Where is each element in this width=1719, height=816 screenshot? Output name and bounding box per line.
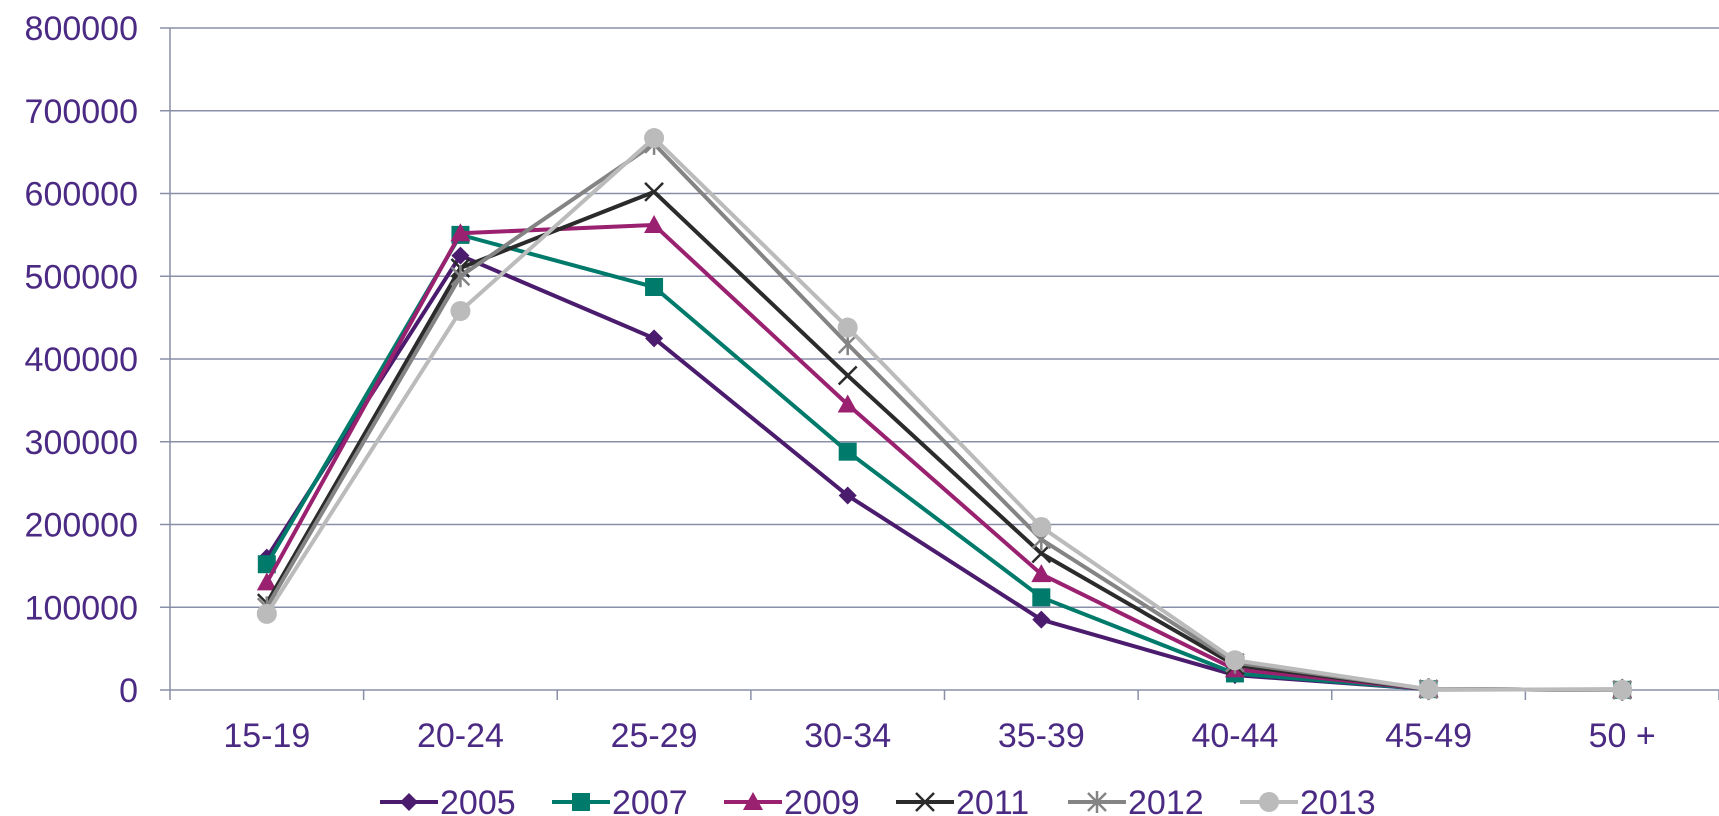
x-tick-label: 50 + (1589, 717, 1656, 755)
legend-item-2011: 2011 (896, 784, 1029, 816)
data-point (450, 265, 471, 288)
series-2012 (256, 132, 1633, 701)
y-tick-label: 600000 (25, 176, 138, 214)
y-tick-label: 700000 (25, 93, 138, 131)
series-2013 (256, 128, 1633, 700)
data-point (257, 555, 276, 574)
legend-item-2007: 2007 (552, 784, 688, 816)
series-line (265, 136, 1623, 692)
data-point (915, 792, 935, 812)
data-point (1087, 791, 1107, 813)
data-point (1259, 792, 1279, 812)
x-axis-tick-labels: 15-19 20-24 25-29 30-34 35-39 40-44 45-49 50 + (223, 717, 1655, 755)
series-line (265, 253, 1623, 692)
axes (169, 28, 1719, 700)
x-tick-label: 20-24 (417, 717, 504, 755)
x-tick-label: 40-44 (1191, 717, 1278, 755)
data-point (644, 181, 664, 202)
y-tick-label: 200000 (25, 507, 138, 545)
data-point (1612, 679, 1633, 700)
legend-label: 2007 (612, 784, 688, 816)
data-point (644, 128, 665, 149)
legend-item-2009: 2009 (724, 784, 860, 816)
series-group (256, 128, 1633, 701)
data-point (645, 329, 664, 348)
y-tick-label: 400000 (25, 341, 138, 379)
x-tick-label: 25-29 (611, 717, 698, 755)
data-point (837, 317, 858, 338)
legend-label: 2009 (784, 784, 860, 816)
legend-item-2013: 2013 (1240, 784, 1376, 816)
data-point (1031, 543, 1052, 564)
legend-label: 2011 (956, 784, 1029, 816)
x-tick-label: 30-34 (804, 717, 891, 755)
data-point (1418, 679, 1439, 700)
legend-item-2012: 2012 (1068, 784, 1204, 816)
data-point (1032, 610, 1051, 629)
series-line (265, 222, 1623, 692)
data-point (572, 793, 590, 811)
data-point (1031, 564, 1052, 583)
y-tick-label: 800000 (25, 10, 138, 48)
data-point (645, 278, 664, 297)
data-point (1032, 588, 1051, 607)
data-point (838, 442, 857, 461)
data-point (256, 603, 277, 624)
data-point (837, 365, 858, 386)
y-tick-label: 500000 (25, 258, 138, 296)
x-tick-label: 35-39 (998, 717, 1085, 755)
legend-label: 2013 (1300, 784, 1376, 816)
data-point (1031, 516, 1052, 537)
legend: 2005 2007 2009 2011 2012 2013 (380, 784, 1376, 816)
legend-item-2005: 2005 (380, 784, 516, 816)
data-point (838, 486, 857, 505)
data-point (644, 214, 665, 233)
y-axis-tick-labels: 0 100000 200000 300000 400000 500000 600000 700… (25, 10, 138, 710)
series-2009 (256, 214, 1633, 698)
legend-label: 2012 (1128, 784, 1204, 816)
y-tick-label: 100000 (25, 589, 138, 627)
data-point (743, 792, 763, 810)
data-point (1224, 650, 1245, 671)
data-point (400, 793, 418, 811)
data-point (256, 572, 277, 591)
data-point (450, 223, 471, 242)
legend-label: 2005 (440, 784, 516, 816)
y-tick-label: 300000 (25, 424, 138, 462)
data-point (451, 246, 470, 265)
data-point (450, 301, 471, 322)
y-tick-label: 0 (119, 672, 138, 710)
data-point (837, 394, 858, 413)
x-tick-label: 15-19 (223, 717, 310, 755)
x-tick-label: 45-49 (1385, 717, 1472, 755)
